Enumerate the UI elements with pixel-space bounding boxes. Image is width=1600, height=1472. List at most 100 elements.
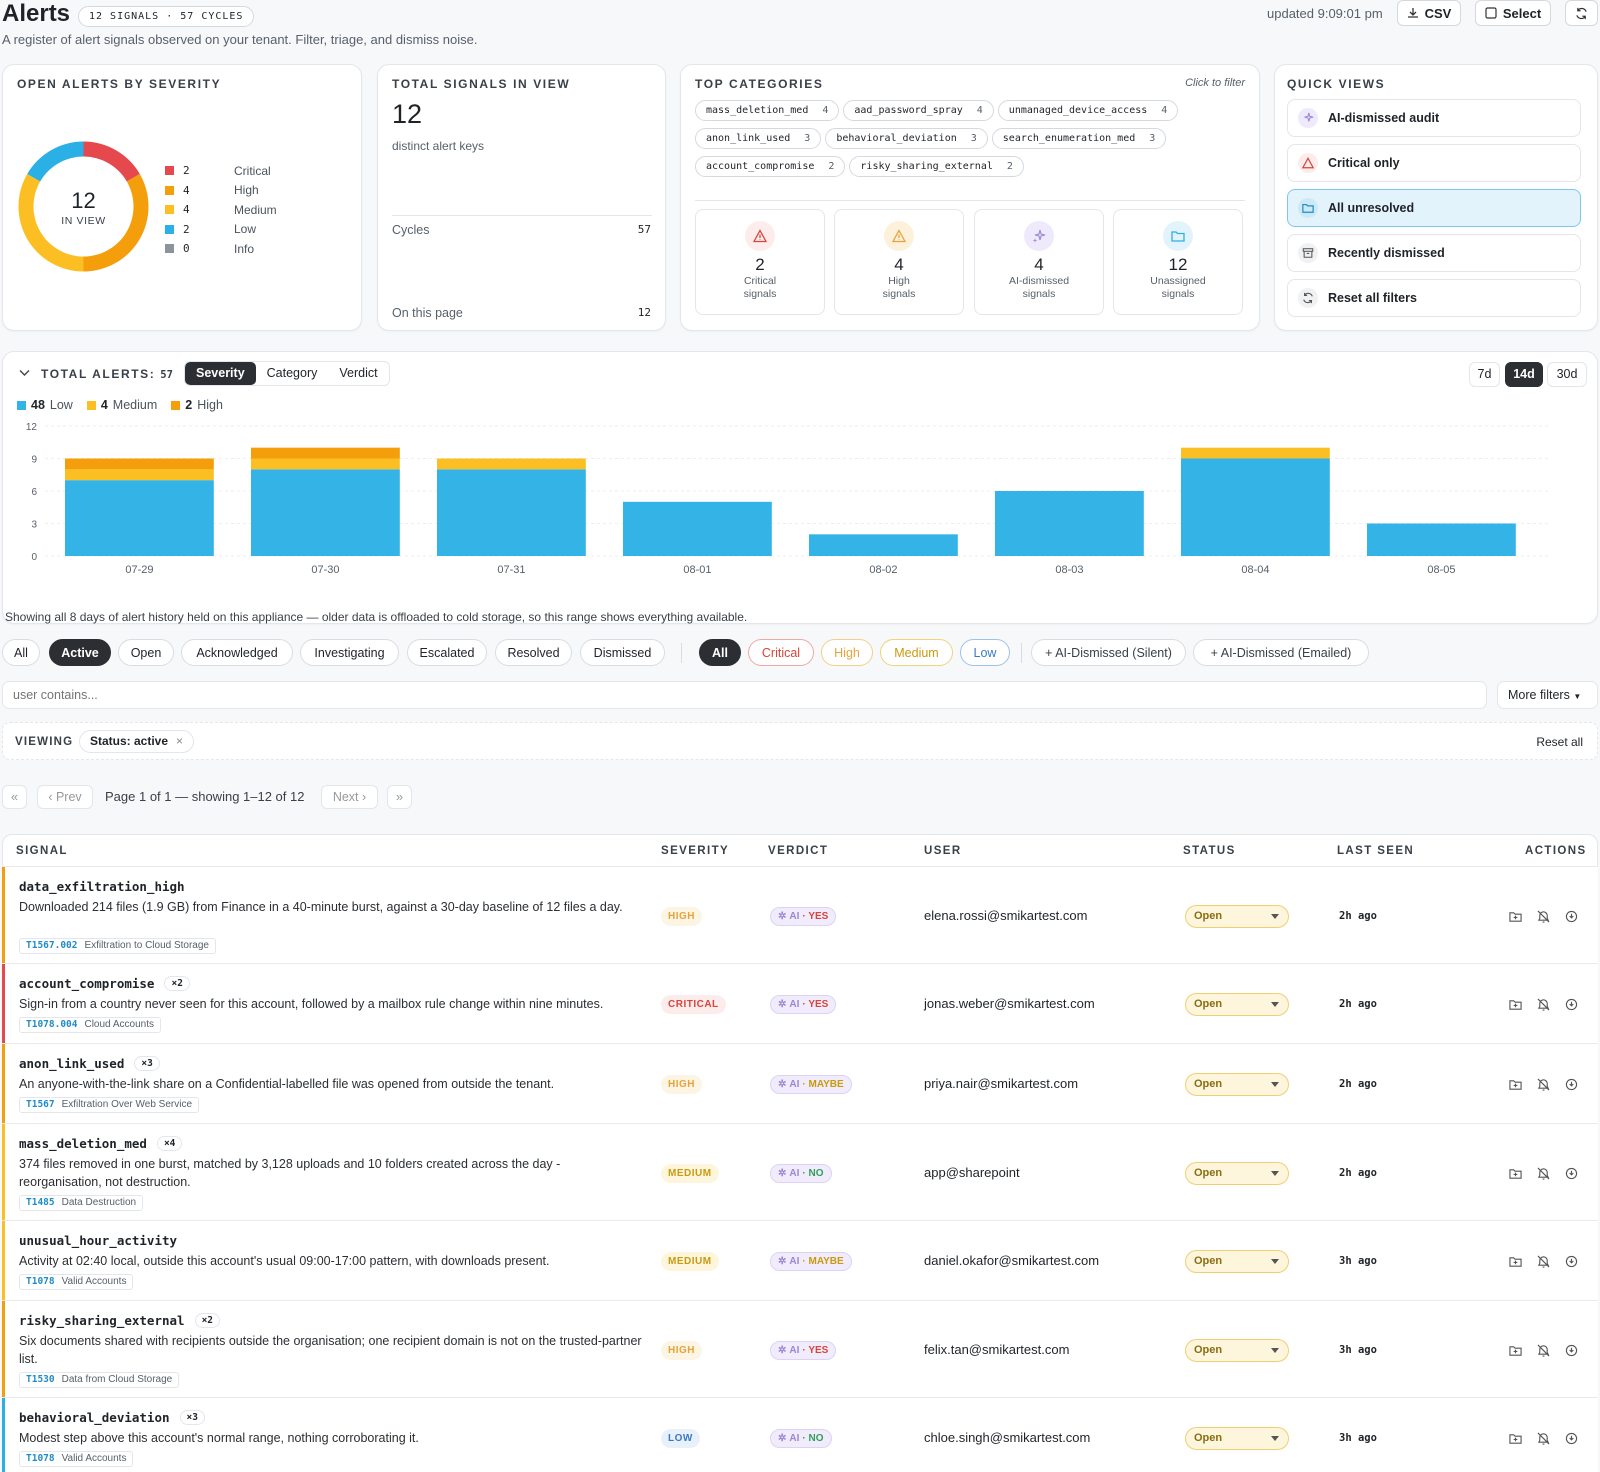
status-filter-all[interactable]: All [2, 639, 40, 666]
critical-stat-box[interactable]: 2 Critical signals [695, 209, 825, 315]
mitre-technique[interactable]: T1485 Data Destruction [19, 1195, 144, 1211]
status-select[interactable]: Open [1185, 1073, 1289, 1096]
dismiss-icon[interactable] [1563, 1253, 1579, 1269]
assign-folder-icon[interactable] [1507, 996, 1523, 1012]
dismiss-icon[interactable] [1563, 1076, 1579, 1092]
status-select[interactable]: Open [1185, 993, 1289, 1016]
col-status[interactable]: STATUS [1183, 845, 1236, 857]
dismiss-icon[interactable] [1563, 1165, 1579, 1181]
refresh-button[interactable] [1565, 0, 1598, 26]
assign-folder-icon[interactable] [1507, 1430, 1523, 1446]
status-filter-chip[interactable]: Status: active × [79, 730, 195, 753]
table-row[interactable]: data_exfiltration_high Downloaded 214 fi… [2, 866, 1598, 963]
range-14d[interactable]: 14d [1505, 362, 1543, 387]
legend-low[interactable]: 2 Low [165, 220, 315, 240]
dismiss-icon[interactable] [1563, 996, 1579, 1012]
snooze-icon[interactable] [1535, 996, 1551, 1012]
prev-page-button[interactable]: ‹ Prev [37, 785, 93, 809]
quick-view-critical-only[interactable]: Critical only [1287, 144, 1581, 182]
close-icon[interactable]: × [176, 734, 184, 748]
bar-low-08-05[interactable] [1367, 523, 1516, 557]
bar-low-07-31[interactable] [437, 469, 586, 556]
legend-critical[interactable]: 2 Critical [165, 161, 315, 181]
mitre-technique[interactable]: T1567.002 Exfiltration to Cloud Storage [19, 938, 216, 954]
last-page-button[interactable]: » [387, 785, 412, 809]
table-row[interactable]: account_compromise ×2 Sign-in from a coun… [2, 963, 1598, 1043]
range-30d[interactable]: 30d [1547, 362, 1587, 387]
legend-medium[interactable]: 4 Medium [165, 200, 315, 220]
col-last-seen[interactable]: LAST SEEN [1337, 845, 1415, 857]
mitre-technique[interactable]: T1530 Data from Cloud Storage [19, 1372, 180, 1388]
category-chip[interactable]: mass_deletion_med 4 [695, 100, 840, 121]
table-row[interactable]: anon_link_used ×3 An anyone-with-the-link… [2, 1043, 1598, 1123]
assign-folder-icon[interactable] [1507, 1165, 1523, 1181]
col-verdict[interactable]: VERDICT [768, 845, 829, 857]
bar-medium-08-04[interactable] [1181, 447, 1330, 459]
legend-high[interactable]: 4 High [165, 181, 315, 201]
category-chip[interactable]: behavioral_deviation 3 [825, 128, 988, 149]
next-page-button[interactable]: Next › [321, 785, 378, 809]
donut-slice-critical[interactable] [83, 141, 140, 182]
table-row[interactable]: behavioral_deviation ×3 Modest step above… [2, 1397, 1598, 1472]
table-row[interactable]: risky_sharing_external ×2 Six documents s… [2, 1300, 1598, 1397]
quick-view-recently-dismissed[interactable]: Recently dismissed [1287, 234, 1581, 272]
status-filter-open[interactable]: Open [118, 639, 174, 666]
category-chip[interactable]: unmanaged_device_access 4 [997, 100, 1179, 121]
snooze-icon[interactable] [1535, 1430, 1551, 1446]
category-chip[interactable]: risky_sharing_external 2 [849, 156, 1024, 177]
status-filter-resolved[interactable]: Resolved [495, 639, 572, 666]
bar-low-08-01[interactable] [623, 501, 772, 556]
csv-export-button[interactable]: CSV [1397, 0, 1461, 26]
quick-view-all-unresolved[interactable]: All unresolved [1287, 189, 1581, 227]
mitre-technique[interactable]: T1078.004 Cloud Accounts [19, 1017, 161, 1033]
col-severity[interactable]: SEVERITY [661, 845, 730, 857]
mitre-technique[interactable]: T1078 Valid Accounts [19, 1451, 134, 1467]
severity-filter-critical[interactable]: Critical [748, 639, 814, 666]
category-chip[interactable]: account_compromise 2 [695, 156, 846, 177]
ai-dismissed-stat-box[interactable]: 4 AI-dismissed signals [974, 209, 1104, 315]
user-search-input[interactable] [2, 681, 1487, 709]
status-select[interactable]: Open [1185, 1339, 1289, 1362]
dismiss-icon[interactable] [1563, 1430, 1579, 1446]
snooze-icon[interactable] [1535, 1253, 1551, 1269]
donut-slice-low[interactable] [27, 141, 84, 182]
table-row[interactable]: unusual_hour_activity Activity at 02:40 … [2, 1220, 1598, 1300]
assign-folder-icon[interactable] [1507, 1253, 1523, 1269]
status-filter-dismissed[interactable]: Dismissed [580, 639, 665, 666]
ai-dismissed-silent-filter[interactable]: + AI-Dismissed (Silent) [1031, 639, 1186, 666]
bar-medium-07-30[interactable] [251, 458, 400, 470]
snooze-icon[interactable] [1535, 1342, 1551, 1358]
status-select[interactable]: Open [1185, 1427, 1289, 1450]
category-chip[interactable]: anon_link_used 3 [695, 128, 822, 149]
select-button[interactable]: Select [1475, 0, 1551, 26]
snooze-icon[interactable] [1535, 1165, 1551, 1181]
snooze-icon[interactable] [1535, 908, 1551, 924]
severity-filter-low[interactable]: Low [960, 639, 1010, 666]
first-page-button[interactable]: « [2, 785, 27, 809]
legend-info[interactable]: 0 Info [165, 239, 315, 259]
table-row[interactable]: mass_deletion_med ×4 374 files removed in… [2, 1123, 1598, 1220]
range-7d[interactable]: 7d [1469, 362, 1500, 387]
tab-category[interactable]: Category [266, 366, 318, 380]
bar-low-07-30[interactable] [251, 469, 400, 556]
snooze-icon[interactable] [1535, 1076, 1551, 1092]
bar-low-08-03[interactable] [995, 491, 1144, 556]
bar-low-07-29[interactable] [65, 480, 214, 556]
quick-view-reset-filters[interactable]: Reset all filters [1287, 279, 1581, 317]
bar-medium-07-29[interactable] [65, 469, 214, 481]
ai-dismissed-emailed-filter[interactable]: + AI-Dismissed (Emailed) [1193, 639, 1369, 666]
status-select[interactable]: Open [1185, 1250, 1289, 1273]
bar-low-08-02[interactable] [809, 534, 958, 556]
dismiss-icon[interactable] [1563, 908, 1579, 924]
bar-medium-07-31[interactable] [437, 458, 586, 470]
donut-slice-high[interactable] [83, 174, 149, 272]
severity-filter-all[interactable]: All [699, 639, 741, 666]
status-filter-escalated[interactable]: Escalated [407, 639, 487, 666]
status-select[interactable]: Open [1185, 905, 1289, 928]
status-filter-investigating[interactable]: Investigating [300, 639, 399, 666]
status-select[interactable]: Open [1185, 1162, 1289, 1185]
unassigned-stat-box[interactable]: 12 Unassigned signals [1113, 209, 1243, 315]
bar-high-07-29[interactable] [65, 458, 214, 470]
bar-high-07-30[interactable] [251, 447, 400, 459]
col-user[interactable]: USER [924, 845, 962, 857]
